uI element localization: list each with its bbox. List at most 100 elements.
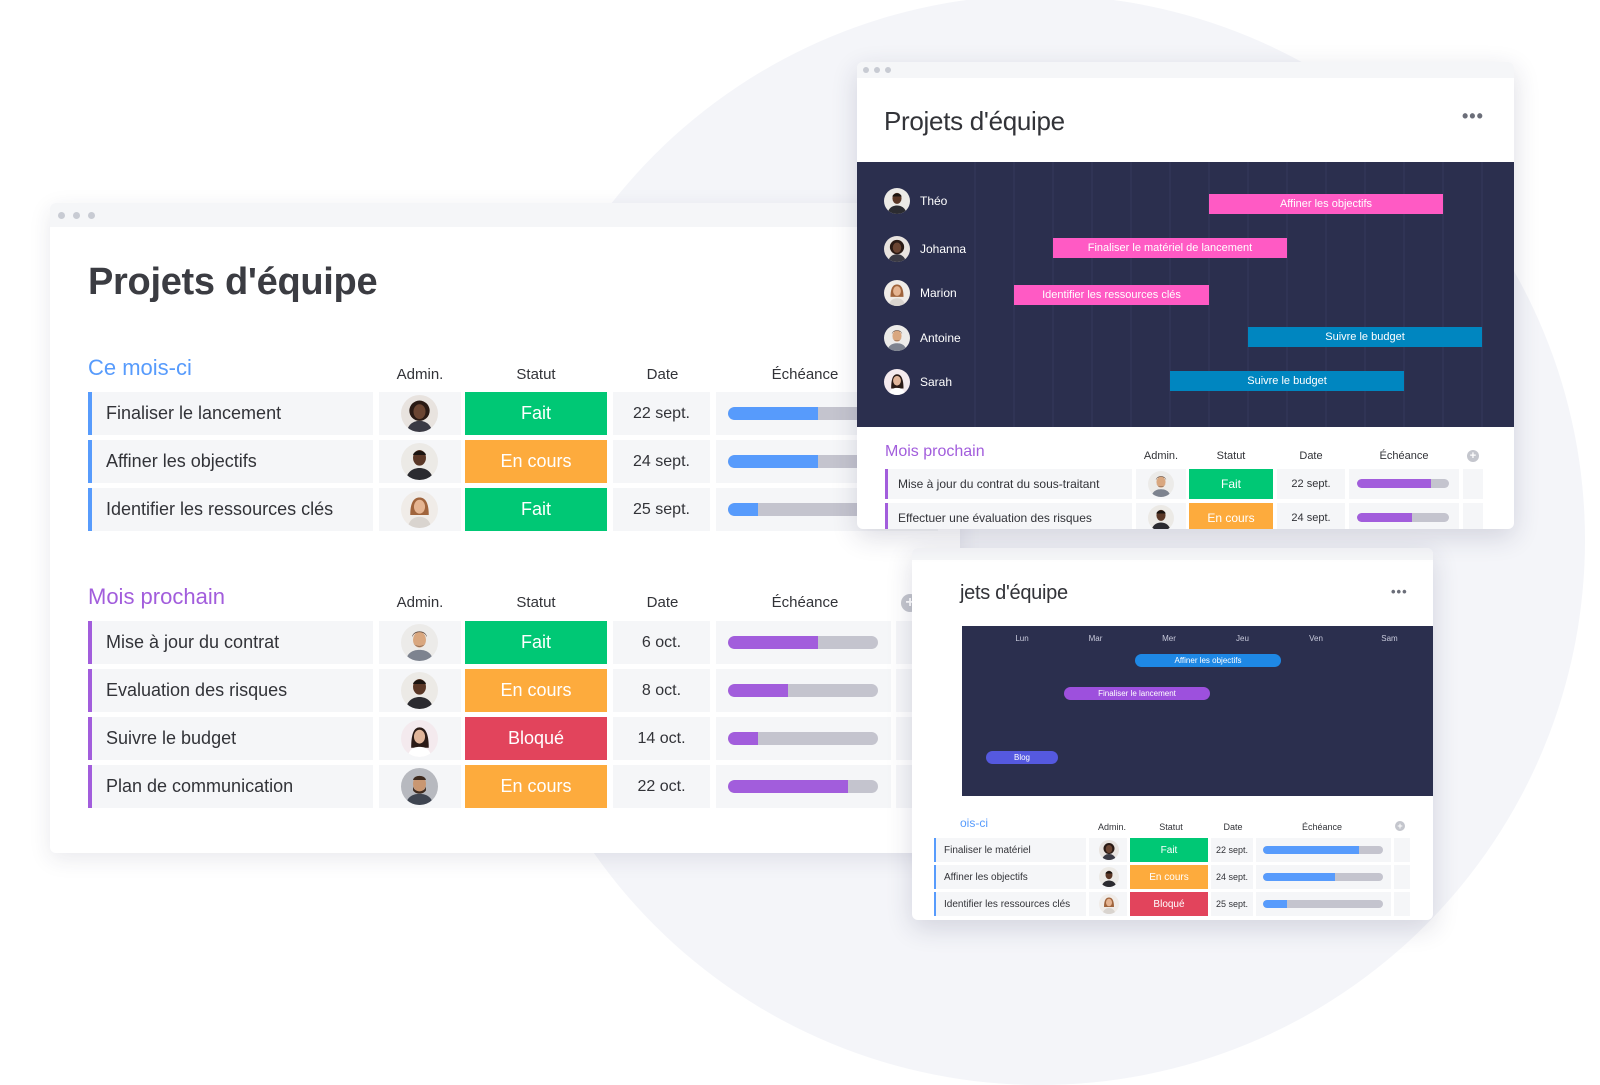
column-header-admin[interactable]: Admin.: [1097, 822, 1126, 832]
column-header-date[interactable]: Date: [1223, 822, 1243, 832]
avatar[interactable]: [401, 720, 438, 757]
item-name-cell[interactable]: Affiner les objectifs: [934, 865, 1086, 889]
item-name-cell[interactable]: Mise à jour du contrat: [88, 621, 373, 664]
date-cell[interactable]: 14 oct.: [613, 717, 710, 760]
column-header-status[interactable]: Statut: [1159, 822, 1183, 832]
column-header-admin[interactable]: Admin.: [1143, 450, 1179, 462]
gantt-bar[interactable]: Suivre le budget: [1170, 371, 1404, 391]
status-cell[interactable]: Fait: [1189, 469, 1273, 499]
table-row[interactable]: Plan de communication En cours 22 oct.: [88, 765, 938, 808]
table-row[interactable]: Evaluation des risques En cours 8 oct.: [88, 669, 938, 712]
avatar[interactable]: [1099, 867, 1119, 887]
avatar[interactable]: [401, 491, 438, 528]
more-horizontal-icon[interactable]: •••: [1391, 584, 1408, 599]
gantt-bar[interactable]: Suivre le budget: [1248, 327, 1482, 347]
calendar-event[interactable]: Affiner les objectifs: [1135, 654, 1281, 667]
column-header-status[interactable]: Statut: [516, 594, 556, 611]
avatar[interactable]: [884, 280, 910, 306]
avatar[interactable]: [1148, 471, 1174, 497]
column-header-deadline[interactable]: Échéance: [1301, 822, 1343, 832]
deadline-cell[interactable]: [1256, 838, 1391, 862]
gantt-bar[interactable]: Finaliser le matériel de lancement: [1053, 238, 1287, 258]
gantt-person[interactable]: Théo: [884, 188, 947, 214]
date-cell[interactable]: 25 sept.: [613, 488, 710, 531]
avatar[interactable]: [884, 236, 910, 262]
item-name-cell[interactable]: Mise à jour du contrat du sous-traitant: [885, 469, 1132, 499]
avatar[interactable]: [884, 188, 910, 214]
gantt-person[interactable]: Johanna: [884, 236, 966, 262]
date-cell[interactable]: 22 sept.: [613, 392, 710, 435]
status-cell[interactable]: Bloqué: [465, 717, 607, 760]
date-cell[interactable]: 22 oct.: [613, 765, 710, 808]
column-header-admin[interactable]: Admin.: [396, 366, 444, 383]
avatar[interactable]: [401, 443, 438, 480]
deadline-cell[interactable]: [716, 717, 891, 760]
item-name-cell[interactable]: Identifier les ressources clés: [88, 488, 373, 531]
admin-cell[interactable]: [379, 669, 461, 712]
column-header-date[interactable]: Date: [646, 366, 679, 383]
admin-cell[interactable]: [379, 488, 461, 531]
status-cell[interactable]: En cours: [1189, 503, 1273, 529]
admin-cell[interactable]: [1089, 865, 1127, 889]
date-cell[interactable]: 24 sept.: [1277, 503, 1345, 529]
avatar[interactable]: [1148, 505, 1174, 529]
deadline-cell[interactable]: [716, 392, 938, 435]
item-name-cell[interactable]: Identifier les ressources clés: [934, 892, 1086, 916]
item-name-cell[interactable]: Suivre le budget: [88, 717, 373, 760]
status-cell[interactable]: En cours: [1130, 865, 1208, 889]
admin-cell[interactable]: [379, 765, 461, 808]
admin-cell[interactable]: [379, 621, 461, 664]
gantt-person[interactable]: Marion: [884, 280, 957, 306]
table-row[interactable]: Affiner les objectifs En cours 24 sept.: [88, 440, 938, 483]
column-header-deadline[interactable]: Échéance: [1379, 450, 1429, 462]
status-cell[interactable]: Fait: [465, 392, 607, 435]
table-row[interactable]: Effectuer une évaluation des risques En c…: [885, 503, 1485, 529]
admin-cell[interactable]: [1136, 469, 1186, 499]
deadline-cell[interactable]: [716, 621, 891, 664]
admin-cell[interactable]: [1136, 503, 1186, 529]
column-header-deadline[interactable]: Échéance: [771, 594, 839, 611]
admin-cell[interactable]: [379, 392, 461, 435]
column-header-date[interactable]: Date: [646, 594, 679, 611]
table-row[interactable]: Finaliser le lancement Fait 22 sept.: [88, 392, 938, 435]
date-cell[interactable]: 8 oct.: [613, 669, 710, 712]
table-row[interactable]: Identifier les ressources clés Bloqué 25 s…: [934, 892, 1414, 916]
date-cell[interactable]: 6 oct.: [613, 621, 710, 664]
item-name-cell[interactable]: Evaluation des risques: [88, 669, 373, 712]
add-column-icon[interactable]: +: [1467, 450, 1479, 462]
column-header-deadline[interactable]: Échéance: [771, 366, 839, 383]
table-row[interactable]: Finaliser le matériel Fait 22 sept.: [934, 838, 1414, 862]
avatar[interactable]: [884, 325, 910, 351]
date-cell[interactable]: 24 sept.: [613, 440, 710, 483]
more-horizontal-icon[interactable]: •••: [1462, 106, 1484, 126]
avatar[interactable]: [401, 395, 438, 432]
column-header-date[interactable]: Date: [1299, 450, 1323, 462]
table-row[interactable]: Mise à jour du contrat du sous-traitant F…: [885, 469, 1485, 499]
admin-cell[interactable]: [1089, 838, 1127, 862]
table-row[interactable]: Mise à jour du contrat Fait 6 oct.: [88, 621, 938, 664]
date-cell[interactable]: 25 sept.: [1211, 892, 1253, 916]
deadline-cell[interactable]: [716, 765, 891, 808]
avatar[interactable]: [1099, 894, 1119, 914]
column-header-admin[interactable]: Admin.: [396, 594, 444, 611]
status-cell[interactable]: Fait: [465, 621, 607, 664]
item-name-cell[interactable]: Finaliser le lancement: [88, 392, 373, 435]
calendar-event[interactable]: Blog: [986, 751, 1058, 764]
group-title-this-month[interactable]: Ce mois-ci: [88, 355, 192, 380]
column-header-status[interactable]: Statut: [1216, 450, 1246, 462]
avatar[interactable]: [401, 624, 438, 661]
gantt-bar[interactable]: Affiner les objectifs: [1209, 194, 1443, 214]
table-row[interactable]: Identifier les ressources clés Fait 25 sep…: [88, 488, 938, 531]
admin-cell[interactable]: [1089, 892, 1127, 916]
deadline-cell[interactable]: [1349, 503, 1459, 529]
table-row[interactable]: Suivre le budget Bloqué 14 oct.: [88, 717, 938, 760]
admin-cell[interactable]: [379, 717, 461, 760]
gantt-person[interactable]: Sarah: [884, 369, 952, 395]
group-title-this-month[interactable]: ois-ci: [960, 816, 989, 830]
deadline-cell[interactable]: [1256, 892, 1391, 916]
item-name-cell[interactable]: Plan de communication: [88, 765, 373, 808]
gantt-person[interactable]: Antoine: [884, 325, 961, 351]
status-cell[interactable]: Fait: [465, 488, 607, 531]
item-name-cell[interactable]: Effectuer une évaluation des risques: [885, 503, 1132, 529]
status-cell[interactable]: En cours: [465, 669, 607, 712]
